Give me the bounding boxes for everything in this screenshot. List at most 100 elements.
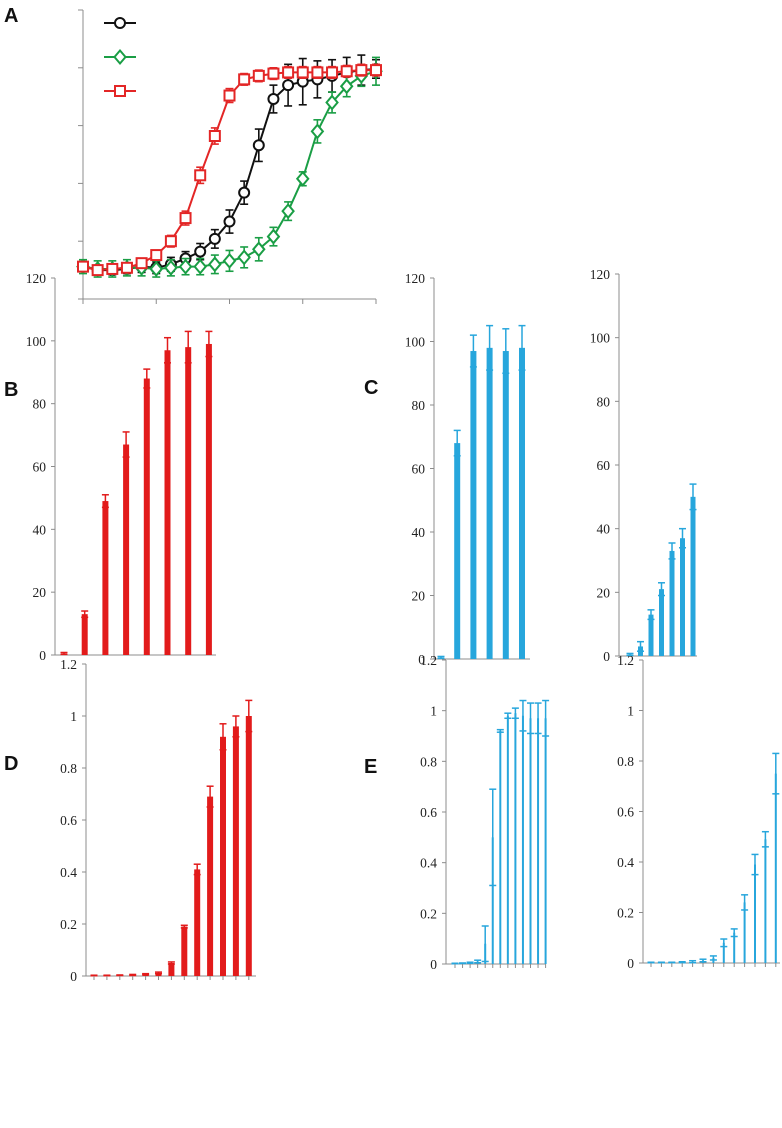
bar xyxy=(205,343,212,655)
bar xyxy=(502,351,509,659)
bar xyxy=(102,501,109,655)
y-tick-label: 60 xyxy=(597,458,611,473)
bar xyxy=(81,614,88,655)
y-tick-label: 20 xyxy=(33,585,47,600)
circle-marker xyxy=(208,232,221,245)
bar xyxy=(454,443,461,659)
square-marker xyxy=(114,85,126,97)
square-marker xyxy=(194,169,207,182)
diamond-marker xyxy=(295,170,310,187)
diamond-marker xyxy=(251,241,266,258)
y-tick-label: 40 xyxy=(597,522,611,537)
series-galactose xyxy=(77,63,382,277)
square-marker xyxy=(267,67,280,80)
bar xyxy=(185,347,192,655)
diamond-marker xyxy=(339,78,354,95)
bar xyxy=(764,839,767,963)
diamond-marker xyxy=(178,258,193,275)
bar xyxy=(220,736,226,976)
circle-marker xyxy=(238,186,251,199)
panel-label-c: C xyxy=(364,377,378,399)
y-tick-label: 100 xyxy=(26,334,47,349)
square-marker xyxy=(326,66,339,79)
square-marker xyxy=(311,66,324,79)
y-tick-label: 0.2 xyxy=(617,906,634,921)
y-tick-label: 1 xyxy=(627,704,634,719)
bar xyxy=(690,496,696,656)
bar xyxy=(168,963,175,976)
y-tick-label: 120 xyxy=(405,271,426,286)
bar xyxy=(499,730,502,964)
circle-marker xyxy=(223,215,236,228)
y-tick-label: 0.4 xyxy=(420,856,437,871)
diamond-marker xyxy=(149,260,164,277)
bar xyxy=(648,614,654,656)
square-marker xyxy=(91,264,104,277)
circle-marker xyxy=(282,79,295,92)
y-tick-label: 0 xyxy=(70,969,77,984)
diamond-marker xyxy=(237,249,251,266)
square-marker xyxy=(223,89,236,102)
square-marker xyxy=(120,261,133,274)
bar xyxy=(519,347,525,659)
y-tick-label: 0 xyxy=(603,649,610,664)
bar xyxy=(506,715,509,964)
bar xyxy=(491,837,494,964)
bar xyxy=(470,351,477,659)
y-tick-label: 0.6 xyxy=(617,805,634,820)
square-marker xyxy=(135,257,148,270)
y-tick-label: 0.8 xyxy=(617,754,634,769)
gal1-on-time-chart-c-right: 0 20 40 60 80 100 120 xyxy=(590,267,697,664)
square-marker xyxy=(355,64,368,77)
square-marker xyxy=(106,262,119,275)
y-tick-label: 40 xyxy=(33,522,47,537)
circle-marker xyxy=(114,17,126,29)
bar xyxy=(232,726,239,976)
square-marker xyxy=(340,65,353,78)
bar xyxy=(722,942,725,963)
y-tick-label: 60 xyxy=(412,462,426,477)
y-tick-label: 1 xyxy=(70,709,77,724)
y-tick-label: 0.4 xyxy=(60,865,77,880)
gal1-expression-chart-e-left: 0 0.2 0.4 0.6 0.8 1 1.2 xyxy=(420,653,550,972)
bar xyxy=(155,972,162,976)
square-marker xyxy=(179,212,192,225)
square-marker xyxy=(150,249,163,262)
square-marker xyxy=(370,64,382,77)
bar xyxy=(774,773,777,963)
y-tick-label: 0.8 xyxy=(420,754,437,769)
y-tick-label: 20 xyxy=(412,589,426,604)
square-marker xyxy=(282,66,295,79)
bar xyxy=(514,713,517,964)
square-marker xyxy=(296,66,309,79)
panel-label-e: E xyxy=(364,756,377,778)
y-tick-label: 80 xyxy=(597,394,611,409)
diamond-marker xyxy=(193,258,208,275)
y-tick-label: 100 xyxy=(590,331,611,346)
y-tick-label: 20 xyxy=(597,585,611,600)
y-tick-label: 1.2 xyxy=(617,653,634,668)
y-tick-label: 1 xyxy=(430,704,437,719)
y-tick-label: 0.8 xyxy=(60,761,77,776)
y-tick-label: 120 xyxy=(26,271,47,286)
diamond-marker xyxy=(325,94,339,111)
panel-label-d: D xyxy=(4,753,18,775)
diamond-marker xyxy=(281,203,295,220)
bar xyxy=(529,718,532,964)
bar xyxy=(743,902,746,963)
square-marker xyxy=(208,130,221,143)
y-tick-label: 0 xyxy=(418,652,425,667)
gal1-on-time-chart-b: 0 20 40 60 80 100 120 xyxy=(26,271,216,663)
y-tick-label: 0 xyxy=(627,956,634,971)
y-tick-label: 0.2 xyxy=(60,917,77,932)
bar xyxy=(733,932,736,963)
bar xyxy=(680,538,685,656)
bar xyxy=(245,716,252,976)
diamond-marker xyxy=(222,252,237,269)
bar xyxy=(181,926,188,976)
bar xyxy=(143,378,150,655)
square-marker xyxy=(77,260,89,273)
y-tick-label: 80 xyxy=(412,398,426,413)
y-tick-label: 0 xyxy=(430,957,437,972)
